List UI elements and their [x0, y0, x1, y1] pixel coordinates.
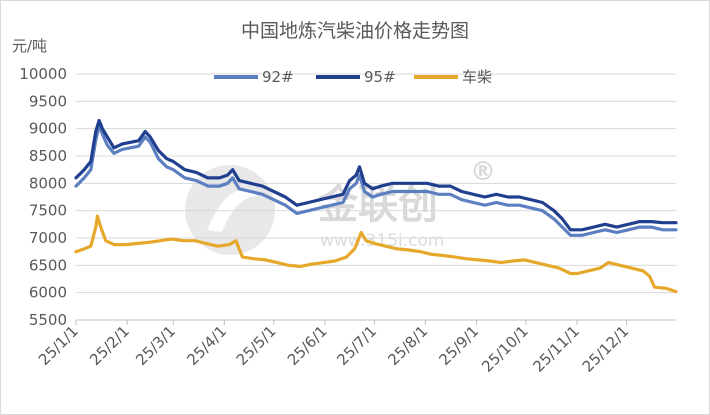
y-tick-label: 10000	[19, 65, 67, 83]
x-tick-label: 25/10/1	[478, 322, 532, 376]
watermark-url: www.315i.com	[320, 231, 444, 251]
y-tick-label: 7000	[29, 229, 67, 247]
chart-title: 中国地炼汽柴油价格走势图	[241, 20, 469, 42]
series-lines	[74, 118, 678, 294]
legend: 92# 95# 车柴	[214, 68, 492, 86]
x-axis: 25/1/1 25/2/1 25/3/1 25/4/1 25/5/1 25/6/1 25/7…	[35, 319, 676, 376]
y-tick-label: 6000	[29, 284, 67, 302]
x-tick-label: 25/6/1	[284, 322, 331, 369]
y-tick-label: 8000	[29, 174, 67, 192]
x-tick-label: 25/4/1	[183, 322, 230, 369]
legend-label-0: 92#	[262, 68, 294, 86]
watermark: 金联创 ® www.315i.com	[185, 157, 496, 255]
x-tick-label: 25/1/1	[35, 322, 82, 369]
x-tick-label: 25/12/1	[579, 322, 633, 376]
x-tick-label: 25/7/1	[333, 322, 380, 369]
x-tick-label: 25/3/1	[132, 322, 179, 369]
series-line-1	[74, 118, 678, 232]
gridlines	[76, 73, 676, 294]
legend-label-1: 95#	[364, 68, 396, 86]
y-tick-label: 5500	[29, 311, 67, 329]
y-tick-label: 8500	[29, 147, 67, 165]
x-tick-label: 25/8/1	[384, 322, 431, 369]
x-tick-label: 25/5/1	[233, 322, 280, 369]
y-tick-label: 7500	[29, 202, 67, 220]
series-line-0	[74, 124, 678, 237]
y-tick-label: 6500	[29, 256, 67, 274]
y-tick-label: 9500	[29, 92, 67, 110]
x-tick-label: 25/2/1	[86, 322, 133, 369]
x-tick-label: 25/11/1	[529, 322, 583, 376]
legend-label-2: 车柴	[462, 68, 492, 86]
y-axis-unit: 元/吨	[12, 37, 47, 55]
watermark-registered-mark: ®	[470, 157, 496, 187]
y-tick-label: 9000	[29, 120, 67, 138]
x-tick-label: 25/9/1	[436, 322, 483, 369]
series-line-2	[74, 214, 678, 294]
y-axis-ticks: 10000 9500 9000 8500 8000 7500 7000 6500 6000 550…	[19, 65, 67, 329]
